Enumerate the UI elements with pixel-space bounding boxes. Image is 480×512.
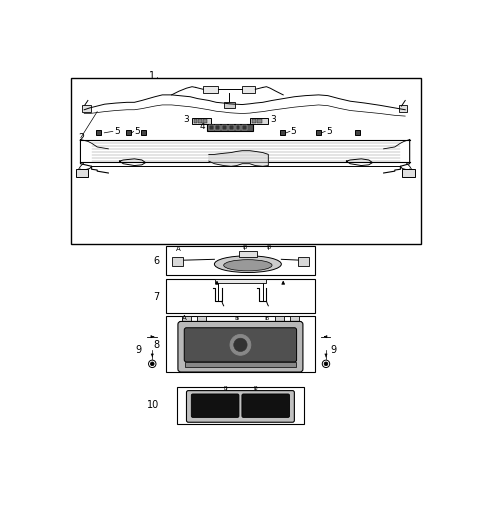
Bar bbox=[126, 130, 131, 136]
Ellipse shape bbox=[215, 256, 281, 272]
Bar bbox=[355, 130, 360, 136]
Text: 2: 2 bbox=[78, 133, 84, 143]
Bar bbox=[172, 257, 183, 266]
Bar bbox=[216, 125, 220, 130]
Bar bbox=[207, 124, 253, 131]
Bar bbox=[166, 316, 315, 372]
Bar bbox=[197, 316, 206, 322]
Bar bbox=[242, 86, 255, 93]
Bar bbox=[166, 279, 315, 312]
FancyBboxPatch shape bbox=[192, 394, 239, 417]
Bar bbox=[290, 316, 299, 322]
Text: B: B bbox=[264, 316, 269, 321]
Bar bbox=[71, 78, 421, 244]
Bar bbox=[182, 316, 191, 322]
Circle shape bbox=[324, 362, 328, 366]
Bar bbox=[257, 119, 262, 123]
Bar bbox=[236, 125, 240, 130]
Text: 5: 5 bbox=[114, 127, 120, 136]
Bar bbox=[222, 125, 227, 130]
Bar bbox=[216, 279, 266, 284]
Text: 3: 3 bbox=[184, 115, 190, 124]
Bar bbox=[166, 246, 315, 275]
Text: 9: 9 bbox=[136, 345, 142, 355]
Bar bbox=[198, 119, 202, 123]
Bar bbox=[398, 105, 407, 112]
Bar bbox=[141, 130, 146, 136]
Text: 9: 9 bbox=[330, 345, 336, 355]
Text: A: A bbox=[176, 246, 180, 251]
Text: B: B bbox=[253, 386, 257, 391]
Text: 1: 1 bbox=[149, 71, 156, 80]
Bar bbox=[280, 130, 286, 136]
Text: 7: 7 bbox=[154, 291, 160, 302]
Text: 5: 5 bbox=[326, 127, 332, 136]
Bar bbox=[209, 125, 214, 130]
Bar bbox=[83, 105, 91, 112]
Text: 8: 8 bbox=[154, 340, 160, 350]
Circle shape bbox=[150, 362, 154, 366]
Text: B: B bbox=[224, 386, 228, 391]
Text: 6: 6 bbox=[154, 256, 160, 266]
Circle shape bbox=[234, 338, 247, 352]
Text: 4: 4 bbox=[200, 122, 205, 131]
Text: B: B bbox=[235, 316, 239, 321]
Bar bbox=[96, 130, 101, 136]
Bar bbox=[402, 169, 415, 178]
Text: 10: 10 bbox=[147, 400, 160, 411]
Bar bbox=[177, 387, 304, 424]
Text: B: B bbox=[242, 245, 246, 250]
Circle shape bbox=[230, 334, 251, 355]
Bar bbox=[203, 86, 218, 93]
FancyBboxPatch shape bbox=[242, 394, 289, 417]
Bar bbox=[252, 119, 256, 123]
Text: 5: 5 bbox=[134, 127, 140, 136]
Bar bbox=[250, 118, 267, 123]
FancyBboxPatch shape bbox=[184, 328, 297, 362]
Polygon shape bbox=[209, 151, 268, 166]
Text: 5: 5 bbox=[290, 127, 296, 136]
Text: A: A bbox=[182, 315, 187, 322]
Ellipse shape bbox=[224, 260, 272, 271]
Bar bbox=[298, 257, 309, 266]
Bar bbox=[185, 361, 296, 367]
FancyBboxPatch shape bbox=[178, 322, 303, 372]
Text: 3: 3 bbox=[270, 115, 276, 124]
Bar bbox=[203, 119, 207, 123]
Bar bbox=[315, 130, 321, 136]
FancyBboxPatch shape bbox=[186, 391, 294, 422]
Bar bbox=[193, 119, 197, 123]
Text: B: B bbox=[266, 245, 270, 250]
Bar bbox=[242, 125, 247, 130]
Bar bbox=[192, 118, 211, 123]
Bar bbox=[275, 316, 284, 322]
Bar bbox=[229, 125, 234, 130]
Bar bbox=[76, 169, 88, 178]
Bar bbox=[224, 102, 235, 108]
Bar bbox=[239, 251, 257, 258]
